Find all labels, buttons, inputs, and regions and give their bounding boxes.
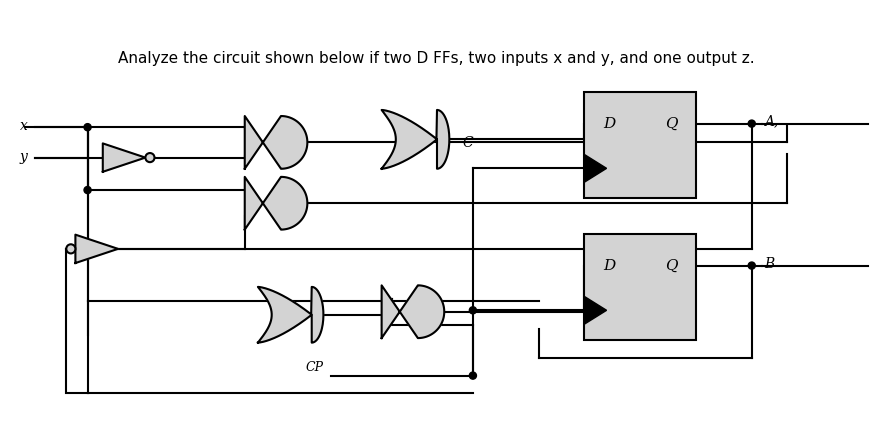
Bar — [584, 92, 696, 198]
Polygon shape — [381, 110, 449, 169]
Text: B: B — [764, 256, 774, 271]
Polygon shape — [584, 297, 606, 324]
Text: y: y — [20, 149, 28, 164]
Circle shape — [146, 153, 155, 162]
Text: D: D — [603, 117, 615, 131]
Polygon shape — [103, 144, 146, 172]
Text: D: D — [603, 259, 615, 273]
Polygon shape — [244, 177, 308, 230]
Polygon shape — [584, 154, 606, 182]
Circle shape — [749, 120, 756, 127]
Text: C: C — [463, 136, 473, 150]
Polygon shape — [258, 287, 324, 343]
Circle shape — [84, 186, 92, 194]
Circle shape — [67, 244, 76, 253]
Bar — [584, 234, 696, 340]
Polygon shape — [244, 116, 308, 169]
Text: A,: A, — [764, 115, 778, 128]
Polygon shape — [381, 285, 444, 338]
Text: Q: Q — [665, 117, 677, 131]
Text: Analyze the circuit shown below if two D FFs, two inputs x and y, and one output: Analyze the circuit shown below if two D… — [118, 51, 755, 66]
Circle shape — [84, 124, 92, 131]
Circle shape — [469, 307, 477, 314]
Circle shape — [469, 372, 477, 379]
Text: Q: Q — [665, 259, 677, 273]
Polygon shape — [76, 235, 118, 263]
Text: x: x — [20, 119, 28, 133]
Text: CP: CP — [306, 360, 324, 374]
Circle shape — [749, 262, 756, 269]
